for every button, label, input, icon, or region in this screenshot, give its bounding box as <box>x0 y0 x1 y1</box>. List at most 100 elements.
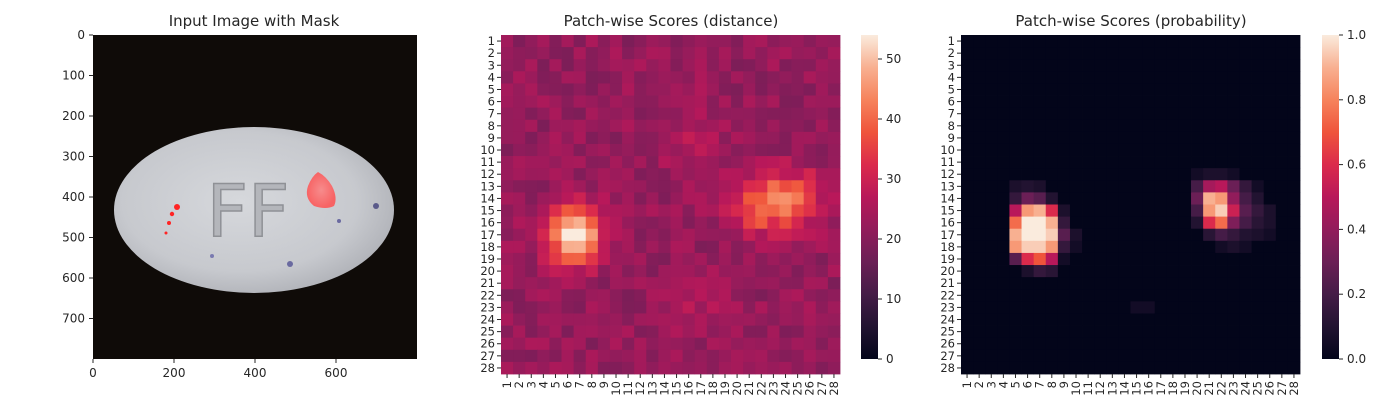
heatmap-cell <box>1130 83 1144 96</box>
y-tick-label: 1 <box>488 34 495 48</box>
heatmap-cell <box>1191 180 1204 193</box>
heatmap-cell <box>731 95 744 109</box>
heatmap-cell <box>1009 204 1022 218</box>
heatmap-cell <box>1275 337 1289 351</box>
heatmap-cell <box>1275 325 1289 339</box>
heatmap-cell <box>525 180 538 193</box>
heatmap-cell <box>1130 252 1144 266</box>
heatmap-cell <box>1166 301 1180 314</box>
heatmap-cell <box>997 204 1010 218</box>
heatmap-cell <box>1057 252 1071 266</box>
heatmap-cell <box>597 240 611 254</box>
heatmap-cell <box>997 361 1010 375</box>
heatmap-cell <box>1094 289 1107 302</box>
heatmap-cell <box>1275 168 1289 181</box>
heatmap-cell <box>706 216 720 230</box>
heatmap-cell <box>670 59 684 72</box>
heatmap-cell <box>1191 192 1204 205</box>
heatmap-cell <box>646 240 659 254</box>
heatmap-cell <box>1033 277 1047 290</box>
y-tick-label: 12 <box>480 167 495 181</box>
y-tick-label: 28 <box>480 361 495 375</box>
heatmap-cell <box>573 361 587 375</box>
heatmap-cell <box>1021 337 1035 351</box>
heatmap-cell <box>827 71 841 84</box>
heatmap-cell <box>1191 204 1204 218</box>
heatmap-cell <box>1215 228 1228 242</box>
heatmap-cell <box>1130 301 1144 314</box>
heatmap-cell <box>1057 265 1071 278</box>
heatmap-cell <box>1069 204 1083 218</box>
heatmap-cell <box>549 192 562 205</box>
heatmap-cell <box>561 71 575 84</box>
heatmap-cell <box>985 143 998 157</box>
heatmap-cell <box>513 35 526 48</box>
heatmap-cell <box>827 361 841 375</box>
heatmap-cell <box>985 192 998 205</box>
heatmap-cell <box>1191 107 1204 121</box>
heatmap-cell <box>694 71 708 84</box>
heatmap-cell <box>682 361 696 375</box>
y-tick-label: 13 <box>480 179 495 193</box>
heatmap-cell <box>609 71 623 84</box>
heatmap-cell <box>755 47 768 60</box>
heatmap-cell <box>1009 59 1022 72</box>
heatmap-cell <box>827 337 841 351</box>
heatmap-cell <box>622 47 635 60</box>
heatmap-cell <box>549 180 562 193</box>
heatmap-cell <box>1203 277 1216 290</box>
heatmap-cell <box>1287 289 1301 302</box>
heatmap-cell <box>1227 156 1240 169</box>
heatmap-cell <box>622 59 635 72</box>
heatmap-cell <box>1178 35 1192 48</box>
heatmap-cell <box>1227 252 1240 266</box>
heatmap-cell <box>622 168 635 181</box>
heatmap-cell <box>525 192 538 205</box>
heatmap-cell <box>1154 35 1168 48</box>
heatmap-cell <box>1142 83 1156 96</box>
heatmap-cell <box>1287 107 1301 121</box>
heatmap-cell <box>706 180 720 193</box>
heatmap-cell <box>803 349 817 363</box>
heatmap-cell <box>597 71 611 84</box>
heatmap-cell <box>1045 337 1059 351</box>
heatmap-cell <box>670 252 684 266</box>
heatmap-cell <box>1227 216 1240 230</box>
heatmap-cell <box>1239 301 1252 314</box>
heatmap-cell <box>743 204 756 218</box>
heatmap-cell <box>1178 119 1192 133</box>
heatmap-cell <box>973 59 986 72</box>
heatmap-cell <box>706 107 720 121</box>
heatmap-cell <box>694 289 708 302</box>
heatmap-cell <box>1251 301 1265 314</box>
heatmap-cell <box>1082 228 1095 242</box>
heatmap-cell <box>997 59 1010 72</box>
heatmap-cell <box>779 349 792 363</box>
heatmap-probability-y-axis: 1234567891011121314151617181920212223242… <box>940 34 961 375</box>
heatmap-cell <box>694 240 708 254</box>
panel2-title: Patch-wise Scores (distance) <box>564 12 779 30</box>
heatmap-cell <box>1154 180 1168 193</box>
heatmap-cell <box>1021 265 1035 278</box>
heatmap-cell <box>743 143 756 157</box>
heatmap-cell <box>997 180 1010 193</box>
heatmap-cell <box>1191 131 1204 145</box>
heatmap-cell <box>585 204 599 218</box>
heatmap-cell <box>1178 252 1192 266</box>
heatmap-cell <box>513 337 526 351</box>
heatmap-cell <box>658 131 671 145</box>
heatmap-cell <box>1239 180 1252 193</box>
heatmap-cell <box>791 143 805 157</box>
heatmap-cell <box>1106 289 1119 302</box>
heatmap-cell <box>1251 361 1265 375</box>
heatmap-cell <box>1251 168 1265 181</box>
heatmap-cell <box>1215 349 1228 363</box>
heatmap-cell <box>658 95 671 109</box>
heatmap-cell <box>803 47 817 60</box>
heatmap-cell <box>1239 143 1252 157</box>
heatmap-cell <box>743 216 756 230</box>
heatmap-cell <box>658 35 671 48</box>
heatmap-cell <box>597 313 611 326</box>
heatmap-cell <box>973 301 986 314</box>
